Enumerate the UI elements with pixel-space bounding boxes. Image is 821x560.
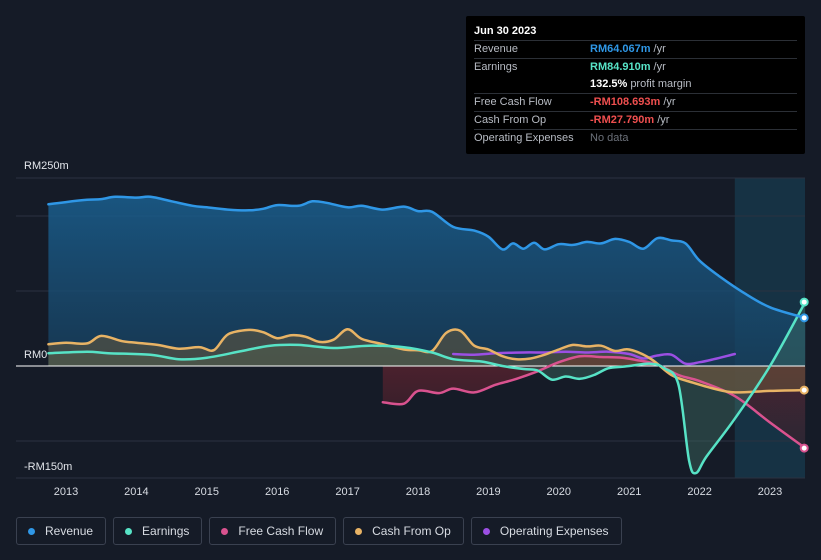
series-end-dots [799, 297, 809, 453]
tooltip-panel: Jun 30 2023 Revenue RM64.067m /yr Earnin… [466, 16, 805, 154]
tooltip-value: -RM27.790m [590, 114, 655, 126]
tooltip-label: Operating Expenses [474, 132, 574, 144]
y-axis-ticks: RM250m RM0 -RM150m [24, 160, 72, 473]
series-end-dot-cash-from-op [799, 385, 809, 395]
tooltip-value: -RM108.693m [590, 96, 661, 108]
series-line-revenue [47, 195, 807, 320]
y-tick-label: RM0 [24, 349, 47, 361]
legend-dot-icon [221, 527, 229, 535]
x-axis-ticks: 2013 2014 2015 2016 2017 2018 2019 2020 2021 2022… [54, 486, 782, 498]
x-tick-label: 2023 [758, 486, 782, 498]
legend-item-cash-from-op[interactable]: Cash From Op [343, 517, 464, 545]
tooltip-row-operating-expenses: Operating Expenses No data [474, 129, 797, 147]
tooltip-unit: profit margin [630, 78, 692, 90]
revenue-area [48, 196, 806, 366]
series-end-dot-free-cash-flow [799, 443, 809, 453]
tooltip-value: RM64.067m [590, 43, 651, 55]
series-end-dot-revenue [799, 313, 809, 323]
series-line-free-cash-flow [381, 354, 807, 450]
x-tick-label: 2021 [617, 486, 641, 498]
tooltip-unit: /yr [663, 96, 676, 108]
x-tick-label: 2013 [54, 486, 78, 498]
legend-label: Operating Expenses [499, 524, 609, 538]
tooltip-date: Jun 30 2023 [474, 25, 537, 37]
series-line-operating-expenses [451, 350, 737, 366]
series-lines [47, 195, 807, 475]
x-tick-label: 2014 [124, 486, 148, 498]
tooltip-value: 132.5% [590, 78, 628, 90]
x-tick-label: 2022 [687, 486, 711, 498]
tooltip-row-profit-margin: 132.5% profit margin [474, 76, 797, 93]
x-tick-label: 2015 [195, 486, 219, 498]
x-tick-label: 2019 [476, 486, 500, 498]
legend: Revenue Earnings Free Cash Flow Cash Fro… [16, 517, 629, 545]
cash-from-op-area [48, 329, 806, 393]
legend-label: Free Cash Flow [238, 524, 324, 538]
tooltip-row-revenue: Revenue RM64.067m /yr [474, 40, 797, 58]
tooltip-label [474, 76, 590, 93]
legend-dot-icon [355, 527, 363, 535]
tooltip-label: Earnings [474, 61, 518, 73]
series-line-earnings [47, 300, 807, 475]
tooltip-unit: /yr [653, 43, 666, 55]
tooltip-unit: /yr [653, 61, 666, 73]
legend-label: Earnings [142, 524, 190, 538]
legend-item-operating-expenses[interactable]: Operating Expenses [470, 517, 622, 545]
x-tick-label: 2016 [265, 486, 289, 498]
legend-label: Cash From Op [372, 524, 451, 538]
tooltip-label: Free Cash Flow [474, 96, 552, 108]
tooltip-label: Cash From Op [474, 114, 547, 126]
legend-dot-icon [125, 527, 133, 535]
y-tick-label: -RM150m [24, 461, 72, 473]
tooltip-row-free-cash-flow: Free Cash Flow -RM108.693m /yr [474, 93, 797, 111]
y-tick-label: RM250m [24, 160, 69, 172]
tooltip-value: RM84.910m [590, 61, 651, 73]
legend-item-free-cash-flow[interactable]: Free Cash Flow [209, 517, 337, 545]
legend-dot-icon [28, 527, 35, 535]
tooltip-label: Revenue [474, 43, 519, 55]
legend-label: Revenue [45, 524, 94, 538]
tooltip-value: No data [590, 132, 629, 144]
series-end-dot-earnings [799, 297, 809, 307]
legend-item-revenue[interactable]: Revenue [16, 517, 107, 545]
tooltip-row-earnings: Earnings RM84.910m /yr [474, 58, 797, 76]
legend-dot-icon [482, 527, 490, 535]
x-tick-label: 2020 [547, 486, 571, 498]
tooltip-row-cash-from-op: Cash From Op -RM27.790m /yr [474, 111, 797, 129]
legend-item-earnings[interactable]: Earnings [113, 517, 203, 545]
x-tick-label: 2018 [406, 486, 430, 498]
tooltip-unit: /yr [657, 114, 670, 126]
x-tick-label: 2017 [335, 486, 359, 498]
